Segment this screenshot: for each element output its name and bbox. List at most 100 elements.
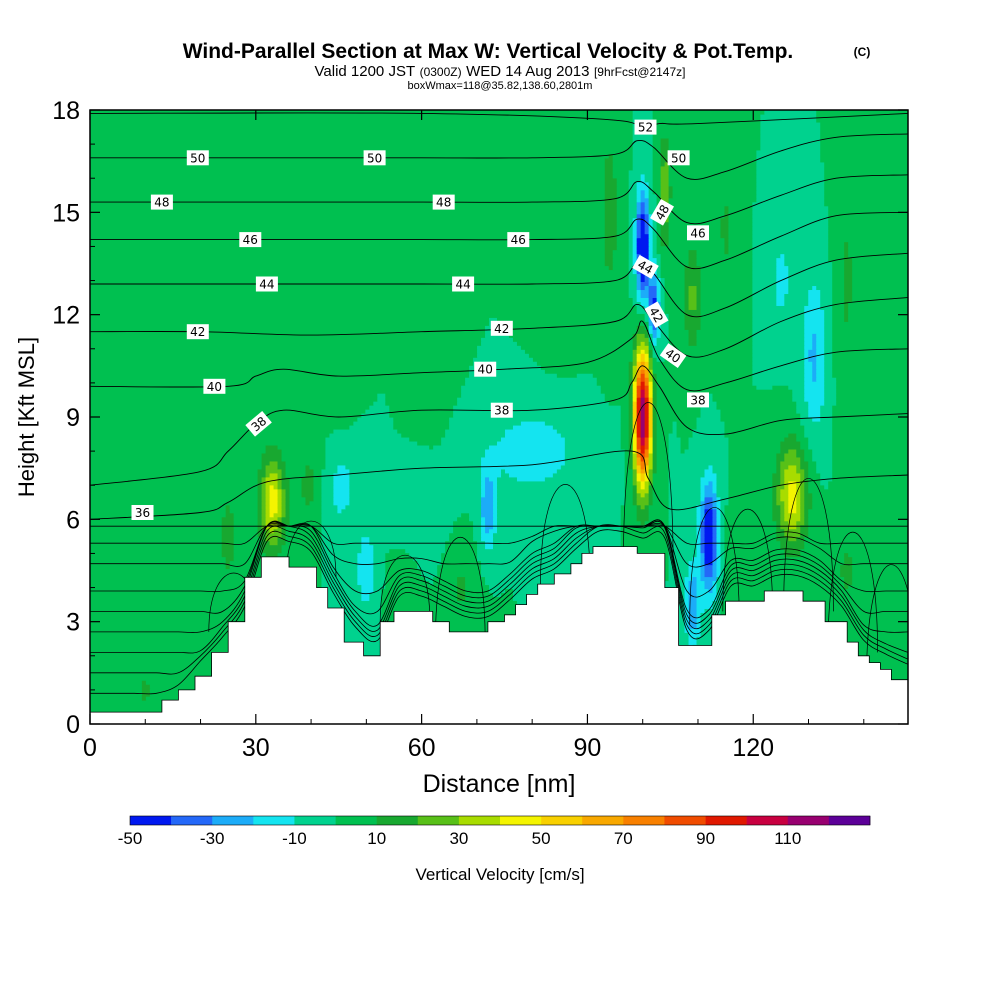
- velocity-cell: [508, 472, 554, 478]
- velocity-cell: [724, 552, 785, 558]
- velocity-cell: [277, 480, 283, 486]
- velocity-cell: [90, 305, 638, 310]
- velocity-cell: [648, 492, 654, 498]
- velocity-cell: [820, 301, 833, 306]
- theta-label-text: 50: [671, 151, 686, 165]
- velocity-cell: [688, 612, 698, 617]
- velocity-cell: [752, 217, 829, 223]
- velocity-cell: [796, 405, 809, 410]
- velocity-cell: [780, 520, 789, 526]
- velocity-cell: [648, 508, 670, 514]
- velocity-cell: [824, 357, 833, 362]
- velocity-cell: [628, 261, 634, 267]
- velocity-cell: [716, 488, 730, 494]
- velocity-cell: [469, 516, 482, 522]
- velocity-cell: [820, 289, 833, 295]
- velocity-cell: [636, 444, 642, 450]
- velocity-cell: [756, 153, 821, 159]
- velocity-cell: [788, 492, 797, 498]
- velocity-cell: [281, 468, 287, 474]
- velocity-cell: [604, 393, 630, 398]
- velocity-cell: [652, 245, 658, 251]
- velocity-cell: [652, 145, 662, 151]
- velocity-cell: [844, 249, 849, 255]
- velocity-cell: [644, 369, 650, 374]
- velocity-cell: [624, 476, 634, 482]
- velocity-cell: [141, 688, 151, 693]
- velocity-cell: [644, 484, 650, 490]
- velocity-cell: [620, 504, 638, 510]
- velocity-cell: [632, 436, 638, 442]
- velocity-cell: [301, 480, 315, 486]
- velocity-cell: [648, 181, 654, 187]
- velocity-cell: [828, 217, 908, 223]
- theta-contour-lower: [90, 523, 908, 568]
- velocity-cell: [776, 496, 781, 502]
- velocity-cell: [652, 432, 658, 438]
- velocity-cell: [640, 389, 646, 394]
- velocity-cell: [640, 177, 646, 183]
- velocity-cell: [784, 504, 789, 510]
- velocity-cell: [596, 377, 630, 382]
- velocity-cell: [728, 500, 773, 506]
- velocity-cell: [652, 325, 658, 330]
- velocity-cell: [441, 556, 478, 562]
- velocity-cell: [377, 393, 386, 398]
- velocity-cell: [269, 500, 279, 506]
- velocity-cell: [668, 544, 698, 550]
- velocity-cell: [804, 452, 813, 458]
- velocity-cell: [776, 273, 789, 279]
- velocity-cell: [824, 313, 833, 318]
- velocity-cell: [660, 149, 670, 155]
- velocity-cell: [369, 596, 382, 602]
- velocity-cell: [832, 261, 845, 267]
- velocity-cell: [708, 480, 714, 486]
- velocity-cell: [828, 241, 845, 247]
- colorbar-swatch: [500, 816, 542, 825]
- velocity-cell: [640, 341, 646, 346]
- velocity-cell: [852, 285, 908, 291]
- velocity-cell: [712, 500, 718, 506]
- velocity-cell: [477, 349, 526, 354]
- velocity-cell: [712, 480, 718, 486]
- velocity-cell: [784, 548, 801, 554]
- theta-label-box: [634, 119, 657, 135]
- velocity-cell: [636, 329, 650, 334]
- velocity-cell: [620, 544, 670, 550]
- velocity-cell: [90, 692, 143, 697]
- velocity-cell: [313, 472, 323, 478]
- velocity-cell: [417, 560, 442, 566]
- velocity-cell: [329, 432, 402, 438]
- velocity-cell: [704, 516, 714, 522]
- velocity-cell: [788, 524, 797, 530]
- velocity-cell: [652, 297, 658, 302]
- velocity-cell: [233, 540, 263, 546]
- velocity-cell: [668, 496, 702, 502]
- velocity-cell: [672, 424, 678, 430]
- velocity-cell: [321, 544, 362, 550]
- velocity-cell: [632, 417, 638, 422]
- velocity-cell: [688, 301, 698, 306]
- velocity-cell: [796, 488, 801, 494]
- velocity-cell: [628, 289, 638, 295]
- velocity-cell: [660, 189, 670, 195]
- theta-label-box: [186, 150, 209, 166]
- velocity-cell: [532, 357, 634, 362]
- velocity-cell: [700, 560, 706, 566]
- velocity-cell: [652, 345, 670, 350]
- velocity-cell: [321, 636, 382, 641]
- velocity-cell: [648, 405, 654, 410]
- velocity-cell: [361, 548, 374, 554]
- velocity-cell: [700, 556, 706, 562]
- velocity-cell: [720, 221, 730, 227]
- copyright-mark: (C): [854, 45, 871, 59]
- velocity-cell: [668, 241, 726, 247]
- velocity-cell: [784, 297, 809, 302]
- velocity-cell: [489, 476, 498, 482]
- velocity-cell: [644, 492, 650, 498]
- velocity-cell: [640, 369, 646, 374]
- velocity-cell: [648, 417, 654, 422]
- velocity-cell: [229, 504, 259, 510]
- velocity-cell: [481, 464, 562, 470]
- velocity-cell: [852, 289, 908, 295]
